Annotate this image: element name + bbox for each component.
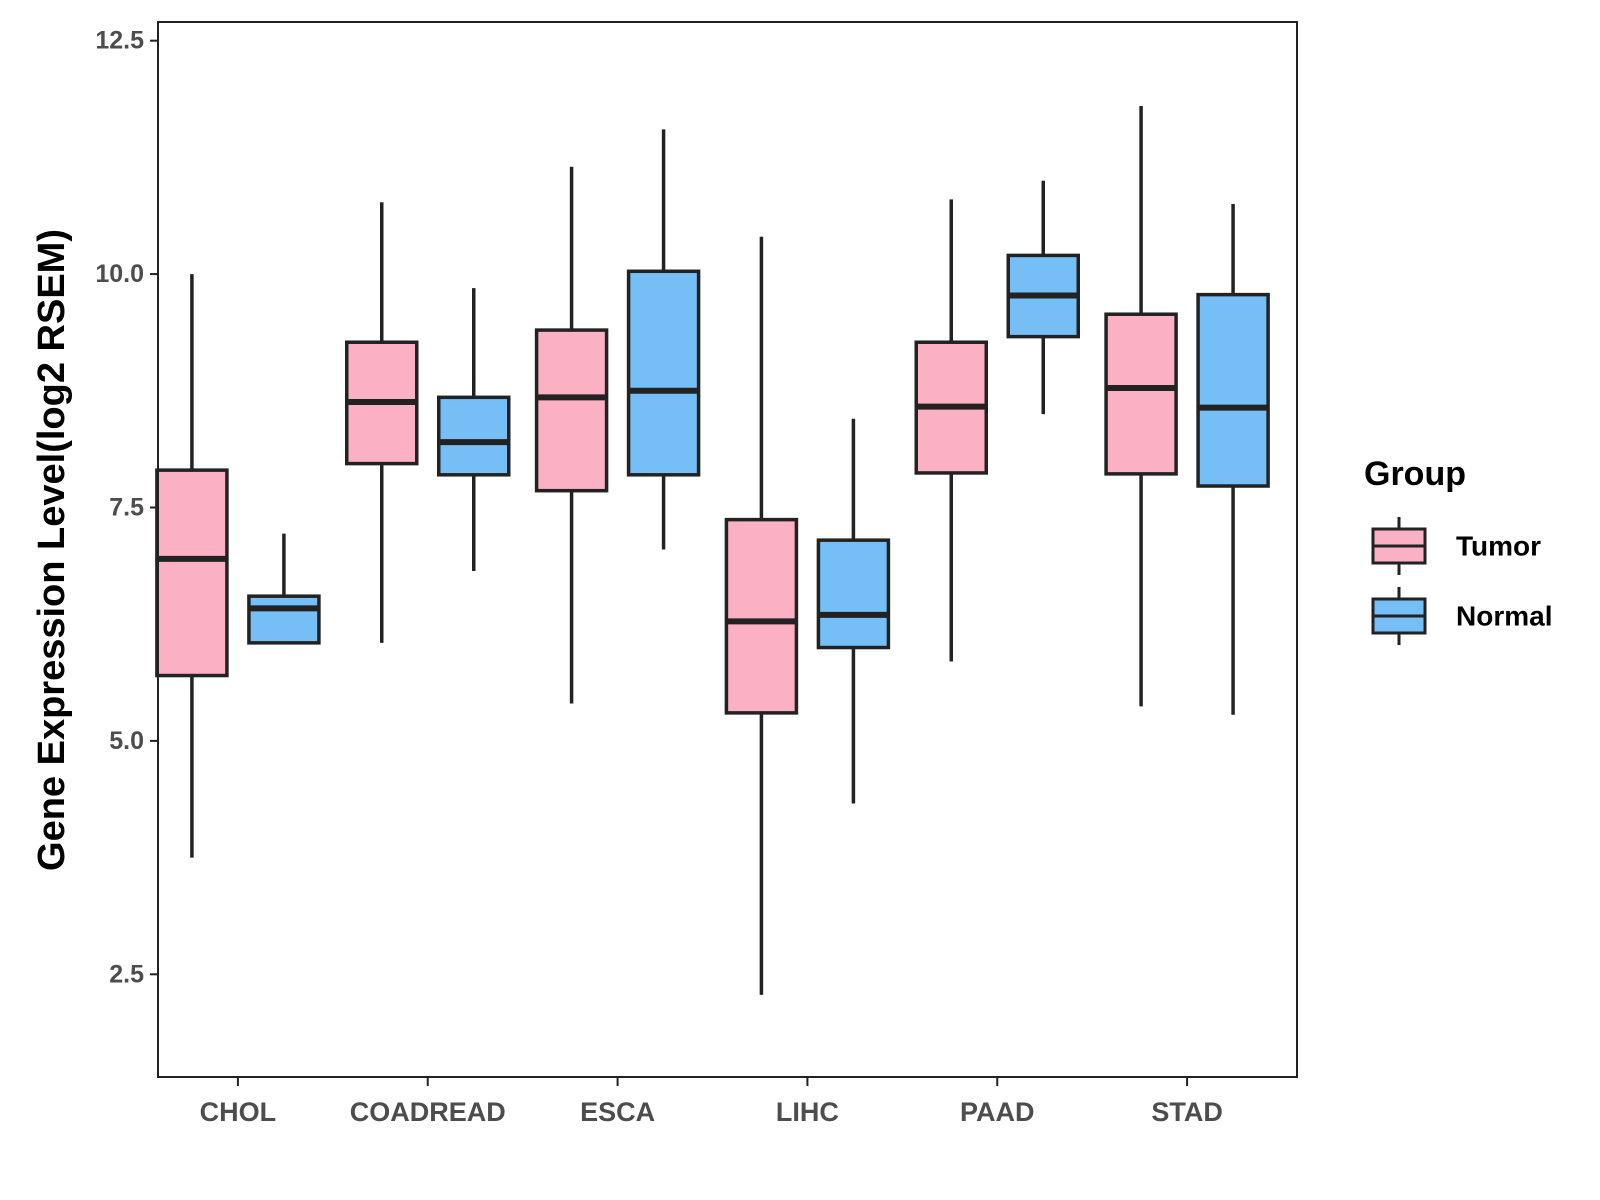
y-tick-label-4: 12.5 bbox=[95, 27, 144, 55]
box-tumor-lihc bbox=[724, 236, 799, 995]
x-tick-label-paad: PAAD bbox=[960, 1097, 1035, 1127]
box-iqr bbox=[724, 517, 799, 715]
box-normal-esca bbox=[626, 129, 701, 550]
box-normal-lihc bbox=[816, 418, 891, 804]
legend-label-normal: Normal bbox=[1456, 601, 1552, 632]
legend: Group Tumor Normal bbox=[1364, 455, 1552, 645]
box-tumor-stad bbox=[1104, 106, 1178, 707]
box-iqr bbox=[816, 538, 891, 650]
x-tick-label-coadread: COADREAD bbox=[350, 1097, 506, 1127]
legend-keys: Tumor Normal bbox=[1371, 517, 1552, 645]
y-tick-label-0: 2.5 bbox=[109, 960, 144, 988]
legend-title: Group bbox=[1364, 455, 1466, 493]
x-tick-label-stad: STAD bbox=[1151, 1097, 1223, 1127]
x-tick-label-chol: CHOL bbox=[200, 1097, 277, 1127]
box-iqr bbox=[247, 594, 321, 645]
x-tick-label-esca: ESCA bbox=[580, 1097, 655, 1127]
x-axis: CHOL COADREAD ESCA LIHC PAAD STAD bbox=[200, 1077, 1223, 1127]
box-normal-coadread bbox=[437, 288, 511, 571]
box-iqr bbox=[534, 328, 609, 493]
boxes-layer bbox=[155, 106, 1270, 995]
y-axis: 2.5 5.0 7.5 10.0 12.5 bbox=[95, 27, 158, 988]
legend-item-normal: Normal bbox=[1371, 587, 1552, 645]
box-normal-stad bbox=[1196, 204, 1270, 715]
box-tumor-esca bbox=[534, 166, 609, 704]
box-tumor-chol bbox=[155, 274, 229, 858]
legend-item-tumor: Tumor bbox=[1371, 517, 1541, 575]
box-iqr bbox=[1196, 292, 1270, 488]
box-iqr bbox=[437, 395, 511, 477]
y-axis-title: Gene Expression Level(log2 RSEM) bbox=[31, 229, 73, 871]
y-tick-label-3: 10.0 bbox=[95, 260, 144, 288]
box-normal-paad bbox=[1006, 180, 1080, 415]
y-tick-label-1: 5.0 bbox=[109, 727, 144, 755]
plot-panel-border bbox=[157, 21, 1298, 1078]
box-iqr bbox=[626, 269, 701, 477]
x-tick-label-lihc: LIHC bbox=[776, 1097, 839, 1127]
box-normal-chol bbox=[247, 533, 321, 645]
box-iqr bbox=[155, 468, 229, 678]
box-tumor-paad bbox=[914, 199, 988, 662]
box-iqr bbox=[1104, 312, 1178, 476]
y-tick-label-2: 7.5 bbox=[109, 493, 144, 521]
box-tumor-coadread bbox=[345, 202, 419, 643]
legend-label-tumor: Tumor bbox=[1456, 531, 1541, 562]
